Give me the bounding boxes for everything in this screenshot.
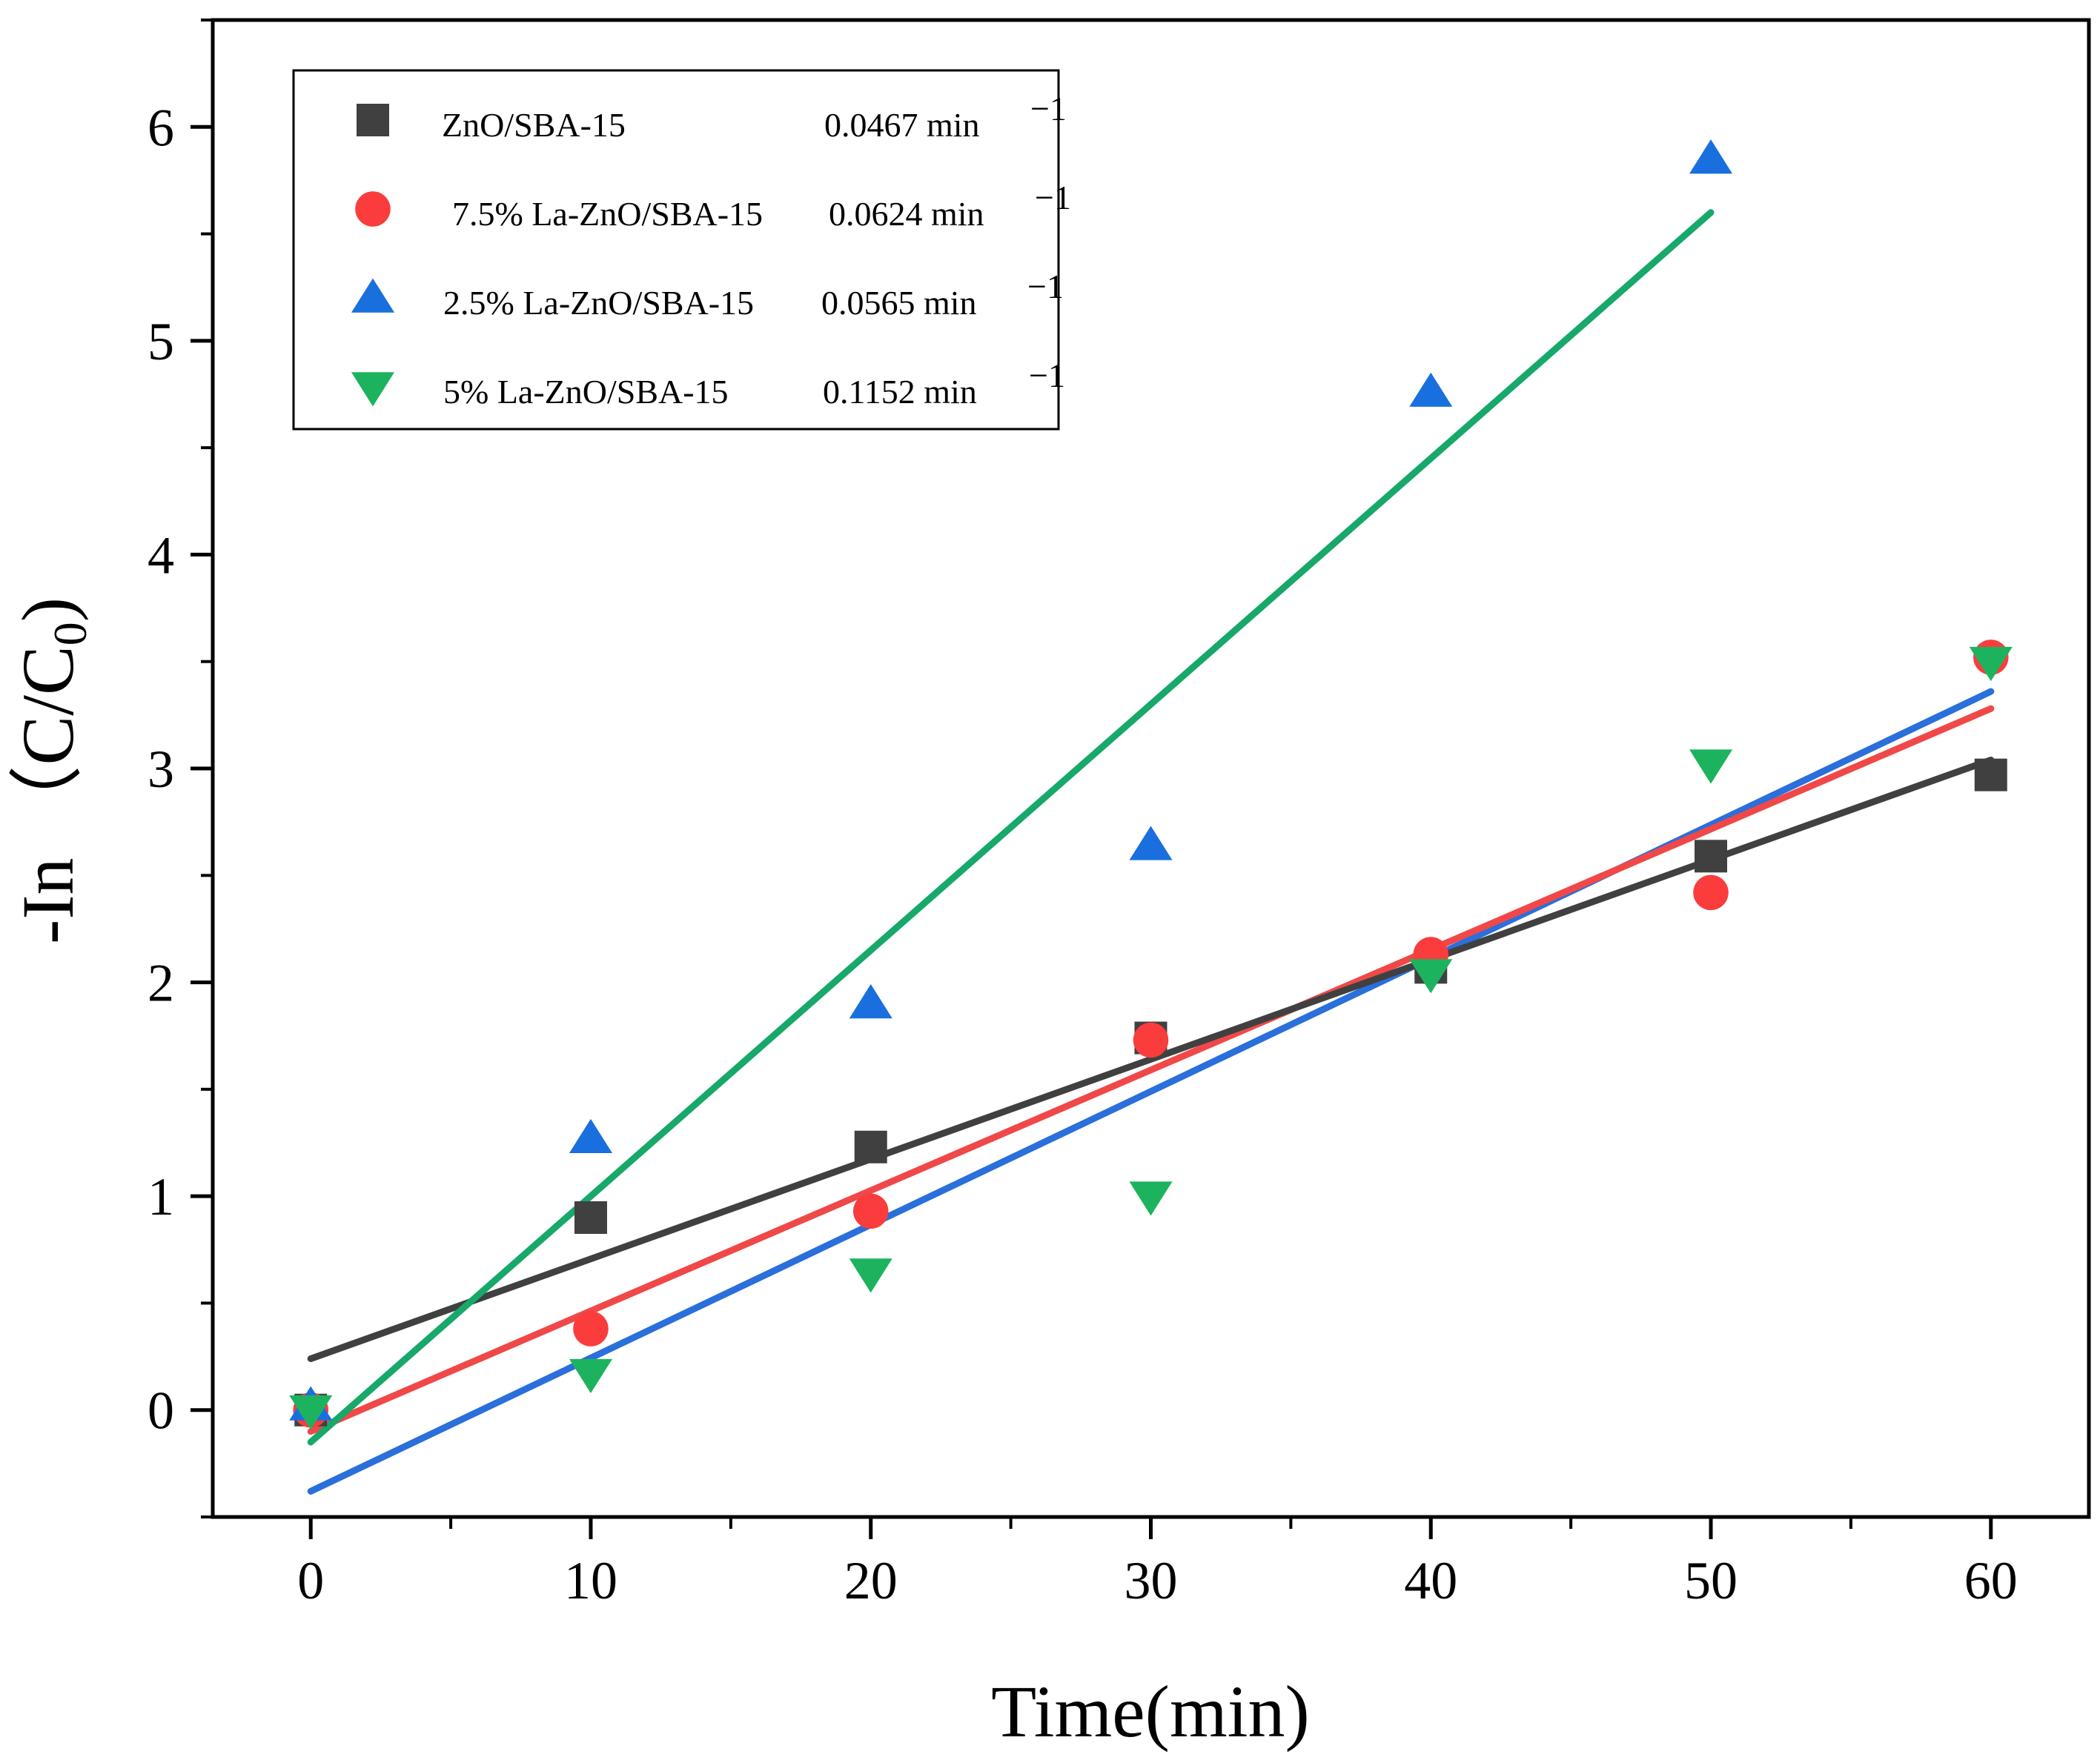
x-tick-label: 20 — [844, 1551, 898, 1610]
data-point-triangle-up — [1689, 139, 1733, 174]
data-point-triangle-down — [569, 1358, 613, 1394]
legend-item: 2.5% La-ZnO/SBA-15 0.0565 min −1 — [351, 268, 1064, 322]
x-tick-label: 50 — [1684, 1551, 1738, 1610]
data-point-square — [574, 1201, 607, 1234]
legend-rate: 0.0565 min — [821, 284, 977, 322]
legend-label: ZnO/SBA-15 — [442, 106, 626, 144]
x-tick-label: 60 — [1964, 1551, 2018, 1610]
data-point-square — [1695, 840, 1728, 873]
legend-box — [292, 69, 1060, 431]
data-point-triangle-down — [289, 1395, 333, 1430]
y-axis-title-main: -In （C/C — [7, 645, 89, 944]
legend-marker-circle — [355, 191, 391, 227]
y-tick-label: 0 — [148, 1381, 174, 1441]
y-tick-label: 6 — [148, 98, 174, 157]
data-point-triangle-down — [1409, 959, 1453, 994]
fit-line-triangle-up — [307, 688, 1995, 1495]
legend-item: 5% La-ZnO/SBA-15 0.1152 min −1 — [351, 356, 1065, 411]
y-axis-title: -In （C/C0) — [7, 597, 96, 944]
y-tick-label: 4 — [148, 525, 174, 585]
data-point-square — [1974, 758, 2007, 791]
data-points — [289, 139, 2013, 1430]
data-point-triangle-up — [569, 1118, 613, 1154]
x-tick-label: 30 — [1124, 1551, 1178, 1610]
legend-rate: 0.0467 min — [824, 106, 980, 144]
x-tick-label: 40 — [1404, 1551, 1457, 1610]
data-point-circle — [852, 1193, 889, 1229]
legend-marker-square — [357, 104, 389, 136]
fit-line-triangle-down — [307, 209, 1715, 1446]
data-point-triangle-down — [1689, 749, 1733, 784]
data-point-circle — [573, 1311, 609, 1347]
y-tick-label: 1 — [148, 1167, 174, 1226]
data-point-triangle-down — [1129, 1181, 1173, 1216]
data-point-circle — [1693, 874, 1729, 911]
legend-rate-exponent: −1 — [1027, 268, 1064, 305]
x-axis: 0 10 20 30 40 50 60 — [297, 1517, 2018, 1610]
data-point-triangle-up — [1129, 826, 1173, 860]
legend-marker-triangle-up — [351, 278, 395, 313]
x-axis-title: Time(min) — [991, 1670, 1310, 1753]
data-point-triangle-up — [1409, 372, 1453, 407]
y-tick-label: 2 — [148, 954, 174, 1013]
legend-label: 7.5% La-ZnO/SBA-15 — [452, 195, 763, 233]
fit-line-circle — [307, 705, 1995, 1435]
legend-item: ZnO/SBA-15 0.0467 min −1 — [357, 90, 1067, 144]
fit-lines — [307, 209, 1995, 1495]
x-tick-label: 0 — [297, 1551, 324, 1610]
data-point-triangle-down — [849, 1258, 892, 1293]
legend-rate-exponent: −1 — [1029, 356, 1065, 394]
data-point-circle — [1133, 1022, 1169, 1058]
data-point-triangle-down — [1969, 646, 2013, 682]
x-tick-label: 10 — [564, 1551, 617, 1610]
y-axis-title-close: ) — [7, 597, 89, 622]
legend-rate-exponent: −1 — [1030, 90, 1067, 127]
legend: ZnO/SBA-15 0.0467 min −17.5% La-ZnO/SBA-15… — [292, 69, 1071, 431]
legend-item: 7.5% La-ZnO/SBA-15 0.0624 min −1 — [355, 179, 1071, 233]
legend-rate: 0.1152 min — [823, 373, 977, 411]
y-axis-title-subscript: 0 — [44, 622, 96, 645]
legend-label: 5% La-ZnO/SBA-15 — [443, 373, 729, 411]
legend-rate-exponent: −1 — [1035, 179, 1071, 216]
data-point-triangle-up — [849, 984, 892, 1019]
legend-marker-triangle-down — [351, 372, 395, 407]
legend-label: 2.5% La-ZnO/SBA-15 — [443, 284, 754, 322]
y-tick-label: 5 — [148, 312, 174, 371]
legend-rate: 0.0624 min — [829, 195, 984, 233]
y-axis: 0 1 2 3 4 5 6 — [148, 19, 213, 1518]
y-tick-label: 3 — [148, 740, 174, 799]
data-point-square — [854, 1130, 887, 1163]
